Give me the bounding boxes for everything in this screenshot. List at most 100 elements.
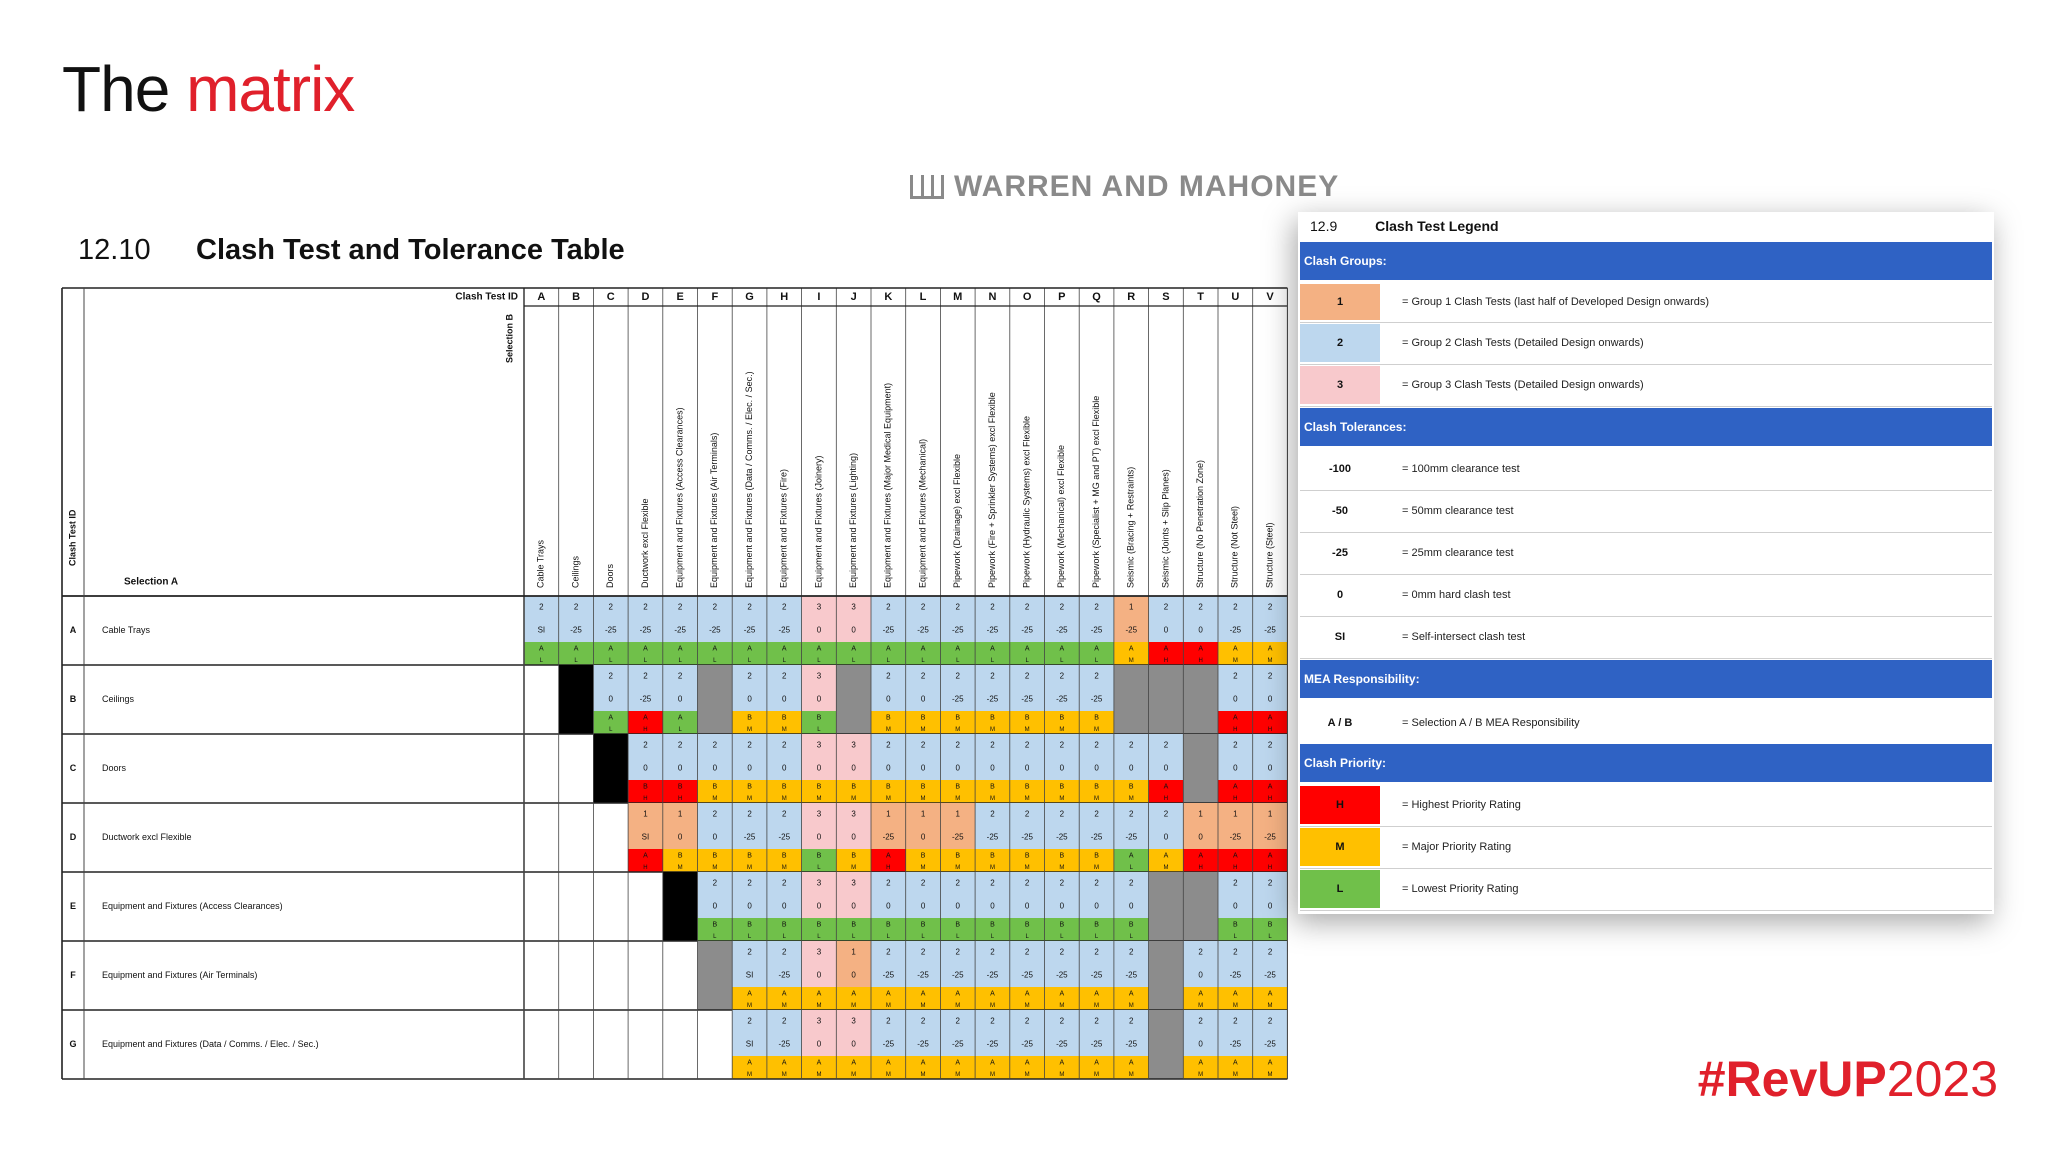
cell-group-label: 1 <box>956 810 961 819</box>
cell-group-label: 2 <box>1233 1017 1238 1026</box>
cell-resp-fill <box>871 642 906 654</box>
cell-priority-label: M <box>747 1072 752 1078</box>
cell-priority-label: M <box>1025 796 1030 802</box>
cell-tolerance <box>1183 964 1218 987</box>
cell-group <box>1009 665 1045 688</box>
cell-tolerance <box>801 895 837 918</box>
cell-tolerance <box>975 688 1010 711</box>
cell-tolerance <box>836 1033 871 1056</box>
cell-priority <box>1218 998 1253 1010</box>
cell-resp-label: A <box>747 1060 752 1067</box>
cell-tolerance-label: -25 <box>744 833 756 842</box>
cell-priority <box>905 929 941 941</box>
cell-group-label: 3 <box>817 879 822 888</box>
cell-priority-label: L <box>817 934 821 940</box>
cell-tolerance-label: -25 <box>778 971 790 980</box>
cell-group <box>1183 803 1218 826</box>
cell-group <box>905 734 941 757</box>
column-letter: U <box>1231 291 1239 303</box>
column-name: Doors <box>605 563 615 588</box>
cell-tolerance-label: 0 <box>1164 764 1169 773</box>
column-name: Structure (Steel) <box>1264 522 1274 588</box>
cell-priority-label: L <box>1268 934 1272 940</box>
cell-resp-label: B <box>1060 715 1065 722</box>
cell-group <box>1044 665 1080 688</box>
cell-resp-fill <box>975 1056 1010 1068</box>
cell-resp-label: A <box>1060 991 1065 998</box>
cell-tolerance-label: 0 <box>678 695 683 704</box>
cell-resp-label: B <box>990 853 995 860</box>
cell-resp-fill <box>801 780 837 792</box>
cell-tolerance-label: 0 <box>1268 902 1273 911</box>
cell-tolerance-label: 0 <box>1025 764 1030 773</box>
selection-a-label: Selection A <box>124 577 178 588</box>
cell-resp-fill <box>905 780 941 792</box>
cell-group-label: 3 <box>851 1017 856 1026</box>
column-letter: M <box>953 291 962 303</box>
cell-priority-label: H <box>643 796 647 802</box>
cell-resp-label: B <box>713 922 718 929</box>
cell-resp-fill <box>1218 780 1253 792</box>
cell-tolerance <box>905 826 941 849</box>
cell-tolerance <box>1113 1033 1149 1056</box>
cell-resp-label: B <box>1025 784 1030 791</box>
cell-resp-label: A <box>817 991 822 998</box>
cell-group <box>975 596 1010 619</box>
cell-resp-label: B <box>1094 922 1099 929</box>
row-name: Ductwork excl Flexible <box>102 832 192 842</box>
cell-group <box>1113 1010 1149 1033</box>
cell-resp-label: A <box>1060 646 1065 653</box>
cell-priority <box>1113 998 1149 1010</box>
cell-tolerance-label: -25 <box>987 971 999 980</box>
column-name: Seismic (Joints + Slip Planes) <box>1160 469 1170 588</box>
cell-resp-label: B <box>817 715 822 722</box>
cell-resp-fill <box>1252 1056 1288 1068</box>
cell-group-label: 2 <box>747 810 752 819</box>
cell-resp-fill <box>593 711 629 723</box>
cell-priority <box>1079 929 1114 941</box>
cell-tolerance <box>801 757 837 780</box>
cell-resp-label: A <box>574 646 579 653</box>
cell-priority <box>1009 1067 1045 1079</box>
cell-group <box>1079 872 1114 895</box>
cell-group-label: 2 <box>678 741 683 750</box>
cell-priority <box>905 998 941 1010</box>
cell-tolerance <box>1044 757 1080 780</box>
cell-resp-fill <box>732 711 767 723</box>
cell-resp-fill <box>766 918 802 930</box>
cell-resp-fill <box>732 918 767 930</box>
column-letter: Q <box>1092 291 1101 303</box>
cell-group <box>801 665 837 688</box>
cell-priority <box>1009 791 1045 803</box>
cell-group <box>628 596 663 619</box>
cell-resp-label: A <box>1094 991 1099 998</box>
cell-priority-label: L <box>644 658 648 664</box>
cell-priority <box>905 1067 941 1079</box>
cell-priority <box>940 998 976 1010</box>
cell-tolerance-label: 0 <box>886 695 891 704</box>
cell-group-label: 2 <box>747 879 752 888</box>
cell-resp-fill <box>905 849 941 861</box>
cell-tolerance <box>940 688 976 711</box>
cell-tolerance-label: -25 <box>952 626 964 635</box>
cell-group <box>697 872 733 895</box>
cell-priority <box>1079 1067 1114 1079</box>
cell-resp-fill <box>1044 642 1080 654</box>
cell-tolerance <box>1079 688 1114 711</box>
cell-group-label: 2 <box>1094 948 1099 957</box>
cell-resp-fill <box>732 849 767 861</box>
cell-resp-label: B <box>713 784 718 791</box>
cell-priority-label: M <box>990 865 995 871</box>
cell-priority <box>905 653 941 665</box>
cell-resp-fill <box>1079 987 1114 999</box>
cell-group-label: 2 <box>782 672 787 681</box>
legend-swatch: M <box>1300 828 1380 866</box>
cell-resp-label: B <box>747 715 752 722</box>
cell-tolerance-label: -25 <box>1264 971 1276 980</box>
cell-tolerance <box>732 688 767 711</box>
cell-priority-label: M <box>1094 1003 1099 1009</box>
cell-resp-label: A <box>1233 646 1238 653</box>
cell-black <box>662 872 698 941</box>
cell-group <box>1183 596 1218 619</box>
cell-tolerance-label: 0 <box>1233 695 1238 704</box>
